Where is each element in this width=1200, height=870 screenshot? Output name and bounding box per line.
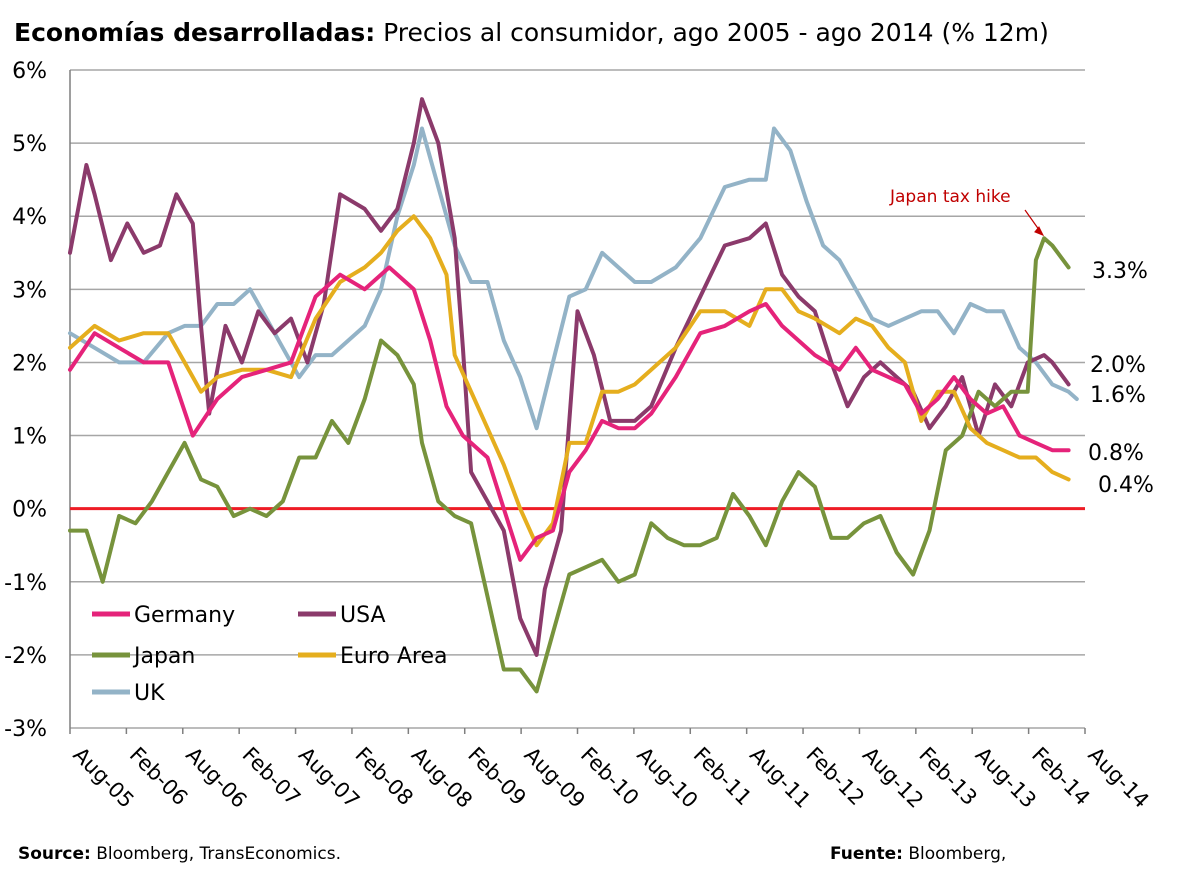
end-labels: 0.8% 2.0% 3.3% 0.4% 1.6% (1088, 259, 1154, 498)
legend-label-germany: Germany (134, 603, 235, 628)
y-tick-label: 0% (12, 498, 47, 523)
y-tick-label: 6% (12, 59, 47, 84)
x-tick-label: Feb-14 (1027, 743, 1095, 811)
end-label-usa: 2.0% (1090, 353, 1146, 378)
fuente-text: Bloomberg, (908, 844, 1007, 864)
series-line-euro-area (68, 214, 1071, 548)
y-tick-label: 4% (12, 205, 47, 230)
chart-title-bold: Economías desarrolladas: (14, 18, 376, 47)
x-tick-label: Aug-14 (1083, 743, 1153, 813)
x-tick-label: Aug-12 (858, 743, 928, 813)
x-tick-label: Feb-10 (576, 743, 644, 811)
grid-lines (69, 69, 1085, 729)
annotation-arrowhead (1034, 226, 1045, 237)
series-line-uk (68, 126, 1079, 431)
line-chart: 6%5%4%3%2%1%0%-1%-2%-3% Aug-05Feb-06Aug-… (4, 59, 1154, 813)
legend-label-usa: USA (340, 603, 386, 628)
y-tick-label: 1% (12, 425, 47, 450)
x-axis-ticks: Aug-05Feb-06Aug-06Feb-07Aug-07Feb-08Aug-… (68, 728, 1154, 813)
x-tick-label: Feb-08 (350, 743, 418, 811)
y-tick-label: -1% (4, 571, 47, 596)
series-line-japan (68, 236, 1071, 694)
end-label-uk: 1.6% (1090, 383, 1146, 408)
y-tick-label: -3% (4, 717, 47, 742)
y-tick-label: 2% (12, 351, 47, 376)
end-label-japan: 3.3% (1092, 259, 1148, 284)
legend-label-uk: UK (134, 681, 165, 706)
x-tick-label: Aug-08 (407, 743, 477, 813)
x-tick-label: Aug-09 (520, 743, 590, 813)
y-tick-label: 5% (12, 132, 47, 157)
source-text: Bloomberg, TransEconomics. (96, 844, 341, 864)
y-tick-label: 3% (12, 278, 47, 303)
chart-title-rest: Precios al consumidor, ago 2005 - ago 20… (383, 18, 1049, 47)
x-tick-label: Aug-05 (68, 743, 138, 813)
x-tick-label: Feb-06 (125, 743, 193, 811)
end-label-germany: 0.8% (1088, 441, 1144, 466)
y-tick-label: -2% (4, 644, 47, 669)
x-tick-label: Aug-07 (294, 743, 364, 813)
series-lines (68, 97, 1079, 694)
annotations: Japan tax hike (889, 187, 1045, 237)
x-tick-label: Aug-13 (971, 743, 1041, 813)
chart-title: Economías desarrolladas: Precios al cons… (14, 18, 1049, 47)
source-note: Source: Bloomberg, TransEconomics. (18, 844, 341, 864)
x-tick-label: Feb-09 (463, 743, 531, 811)
x-tick-label: Aug-10 (632, 743, 702, 813)
x-tick-label: Feb-12 (802, 743, 870, 811)
annotation-japan-tax-hike: Japan tax hike (889, 187, 1011, 207)
x-tick-label: Aug-11 (745, 743, 815, 813)
legend-label-japan: Japan (132, 644, 195, 669)
legend: Germany USA Japan Euro Area UK (92, 603, 448, 706)
source-label: Source: (18, 844, 91, 864)
x-tick-label: Aug-06 (181, 743, 251, 813)
y-axis-ticks: 6% 5% 4% 3% 2% 1% 0% -1% -2% -3% (4, 59, 47, 742)
x-tick-label: Feb-13 (914, 743, 982, 811)
series-line-germany (68, 265, 1071, 562)
end-label-euro-area: 0.4% (1098, 473, 1154, 498)
fuente-note: Fuente: Bloomberg, (830, 844, 1006, 864)
fuente-label: Fuente: (830, 844, 903, 864)
x-tick-label: Feb-11 (689, 743, 757, 811)
legend-label-euro-area: Euro Area (340, 644, 448, 669)
x-tick-label: Feb-07 (238, 743, 306, 811)
